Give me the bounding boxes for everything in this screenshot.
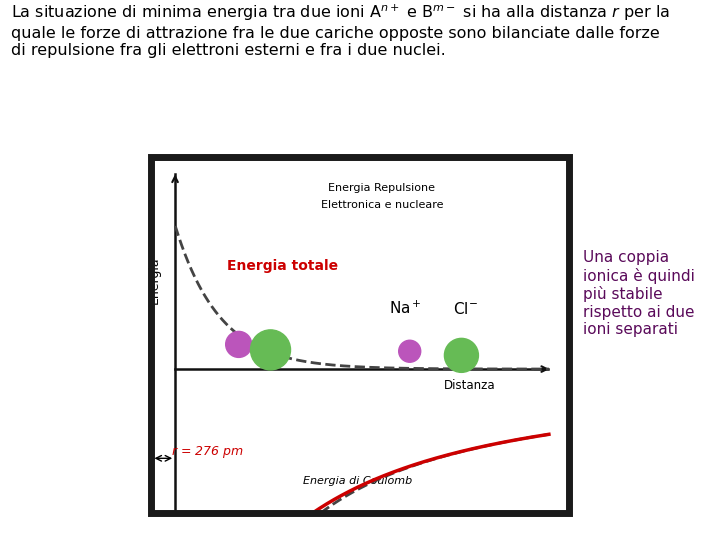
Text: Energia: Energia (148, 256, 161, 304)
Ellipse shape (399, 340, 420, 362)
Text: Energia di Coulomb: Energia di Coulomb (303, 476, 413, 487)
Text: Distanza: Distanza (444, 379, 495, 392)
Text: Energia Repulsione: Energia Repulsione (328, 183, 436, 193)
Text: Energia totale: Energia totale (227, 259, 338, 273)
Text: Na$^+$: Na$^+$ (390, 300, 422, 317)
Text: La situazione di minima energia tra due ioni A$^{n+}$ e B$^{m-}$ si ha alla dist: La situazione di minima energia tra due … (11, 3, 670, 58)
Text: $r$ = 276 pm: $r$ = 276 pm (171, 444, 244, 460)
Ellipse shape (444, 339, 478, 373)
Text: Cl$^{-}$: Cl$^{-}$ (453, 301, 478, 317)
Text: Elettronica e nucleare: Elettronica e nucleare (320, 200, 443, 210)
Ellipse shape (225, 332, 252, 357)
Ellipse shape (251, 330, 290, 370)
Bar (151, 157, 569, 513)
Text: Una coppia
ionica è quindi
più stabile
rispetto ai due
ioni separati: Una coppia ionica è quindi più stabile r… (583, 250, 695, 337)
